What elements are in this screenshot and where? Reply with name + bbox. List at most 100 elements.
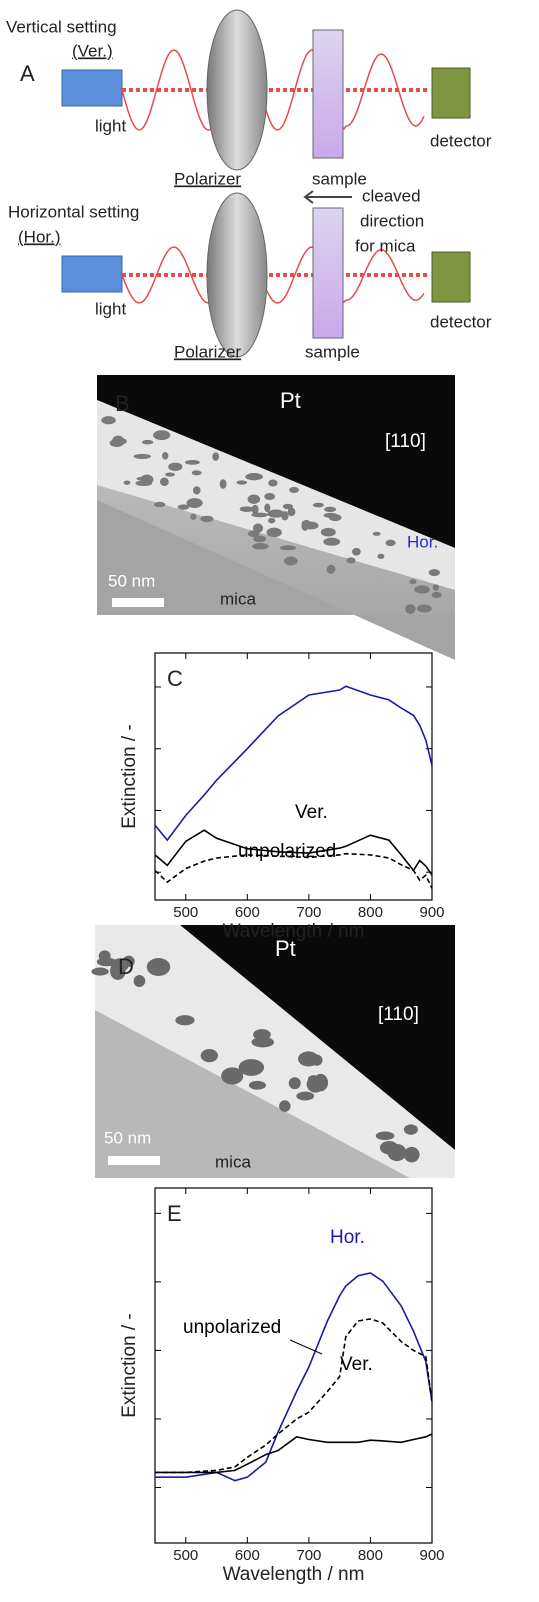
particle	[190, 513, 197, 520]
x-tick-label: 800	[358, 1547, 383, 1564]
particle	[168, 462, 183, 472]
particle	[296, 1091, 315, 1101]
x-axis-label: Wavelength / nm	[223, 1564, 365, 1585]
particle	[268, 479, 278, 487]
wave	[121, 246, 425, 304]
series-line	[154, 685, 433, 842]
particle	[251, 512, 269, 518]
light-source	[61, 255, 123, 293]
note-line: cleaved	[362, 186, 421, 205]
series-line	[154, 852, 433, 889]
light-label: light	[95, 299, 126, 318]
series-label: unpolarized	[183, 1317, 281, 1338]
particle	[159, 477, 169, 487]
panel-label: A	[20, 61, 35, 86]
particle	[320, 527, 336, 537]
particle	[212, 452, 220, 461]
particle	[432, 584, 440, 591]
substrate-region	[97, 500, 455, 660]
leader-line	[289, 1339, 323, 1355]
setting-label: Vertical setting	[6, 17, 117, 36]
particle	[298, 1051, 319, 1067]
particle	[251, 1036, 274, 1048]
particle	[200, 1049, 219, 1063]
particle	[324, 506, 337, 513]
particle	[123, 480, 131, 485]
particle	[416, 604, 432, 613]
series-label: Ver.	[295, 802, 328, 823]
panel-label: B	[115, 391, 130, 416]
particle	[323, 512, 338, 518]
particle	[387, 1143, 407, 1162]
particle	[377, 553, 385, 559]
particle	[409, 579, 417, 585]
sample	[312, 29, 344, 159]
particle	[252, 523, 264, 533]
direction-label: [110]	[385, 431, 426, 452]
x-tick-label: 700	[296, 904, 321, 921]
polarizer-label: Polarizer	[174, 169, 241, 188]
particle	[177, 504, 190, 510]
particle	[372, 531, 381, 536]
scale-bar	[112, 598, 164, 607]
particle	[253, 535, 267, 543]
detector-label: detector	[430, 131, 492, 150]
setting-abbr: (Hor.)	[18, 227, 61, 246]
series-line	[155, 1433, 433, 1474]
particle	[346, 557, 356, 564]
particle	[326, 564, 336, 574]
particle	[200, 515, 214, 523]
polarizer	[206, 192, 268, 358]
particle	[403, 1124, 418, 1135]
sample-label: sample	[312, 169, 367, 188]
series-label: Ver.	[340, 1354, 373, 1375]
y-axis-label: Extinction / -	[119, 1313, 140, 1418]
pt-label: Pt	[280, 388, 301, 413]
detector	[431, 67, 471, 119]
panel-b: B Pt [110] Hor. 50 nm mica	[97, 375, 455, 660]
series-line	[155, 1272, 433, 1482]
particle	[289, 486, 300, 494]
particle	[279, 545, 297, 551]
particle	[264, 492, 276, 501]
note-line: for mica	[355, 236, 416, 255]
particle	[267, 517, 276, 524]
particle	[264, 503, 271, 513]
particle	[186, 498, 203, 508]
x-axis-label: Wavelength / nm	[223, 921, 365, 942]
plot-frame	[154, 1187, 433, 1544]
scale-label: 50 nm	[108, 571, 155, 590]
particle	[101, 416, 116, 425]
x-tick-label: 600	[235, 904, 260, 921]
detector-label: detector	[430, 312, 492, 331]
particle	[191, 470, 202, 476]
scale-bar	[108, 1156, 160, 1165]
particle	[414, 585, 430, 594]
arrow	[303, 190, 352, 204]
particle	[405, 604, 416, 614]
particle	[133, 974, 146, 988]
particle	[141, 439, 154, 445]
panel-label: C	[167, 666, 183, 691]
panel-label: D	[118, 954, 134, 979]
series-label: unpolarized	[238, 841, 336, 862]
particle	[351, 547, 361, 556]
particle	[301, 520, 309, 531]
x-tick-label: 600	[235, 1547, 260, 1564]
particle	[375, 1131, 395, 1141]
polarizer	[206, 9, 268, 171]
setting-abbr: (Ver.)	[72, 41, 113, 60]
light-source	[61, 69, 123, 107]
particle	[153, 430, 171, 441]
particle	[146, 958, 171, 976]
particle	[112, 435, 124, 446]
panel-a: A Vertical setting (Ver.) light Polarize…	[6, 9, 492, 361]
wave	[121, 49, 425, 131]
particle	[91, 967, 109, 976]
particle	[245, 473, 263, 481]
particle	[247, 494, 261, 504]
particle	[184, 459, 200, 465]
x-tick-label: 500	[173, 904, 198, 921]
particle	[221, 1067, 244, 1085]
x-tick-label: 800	[358, 904, 383, 921]
